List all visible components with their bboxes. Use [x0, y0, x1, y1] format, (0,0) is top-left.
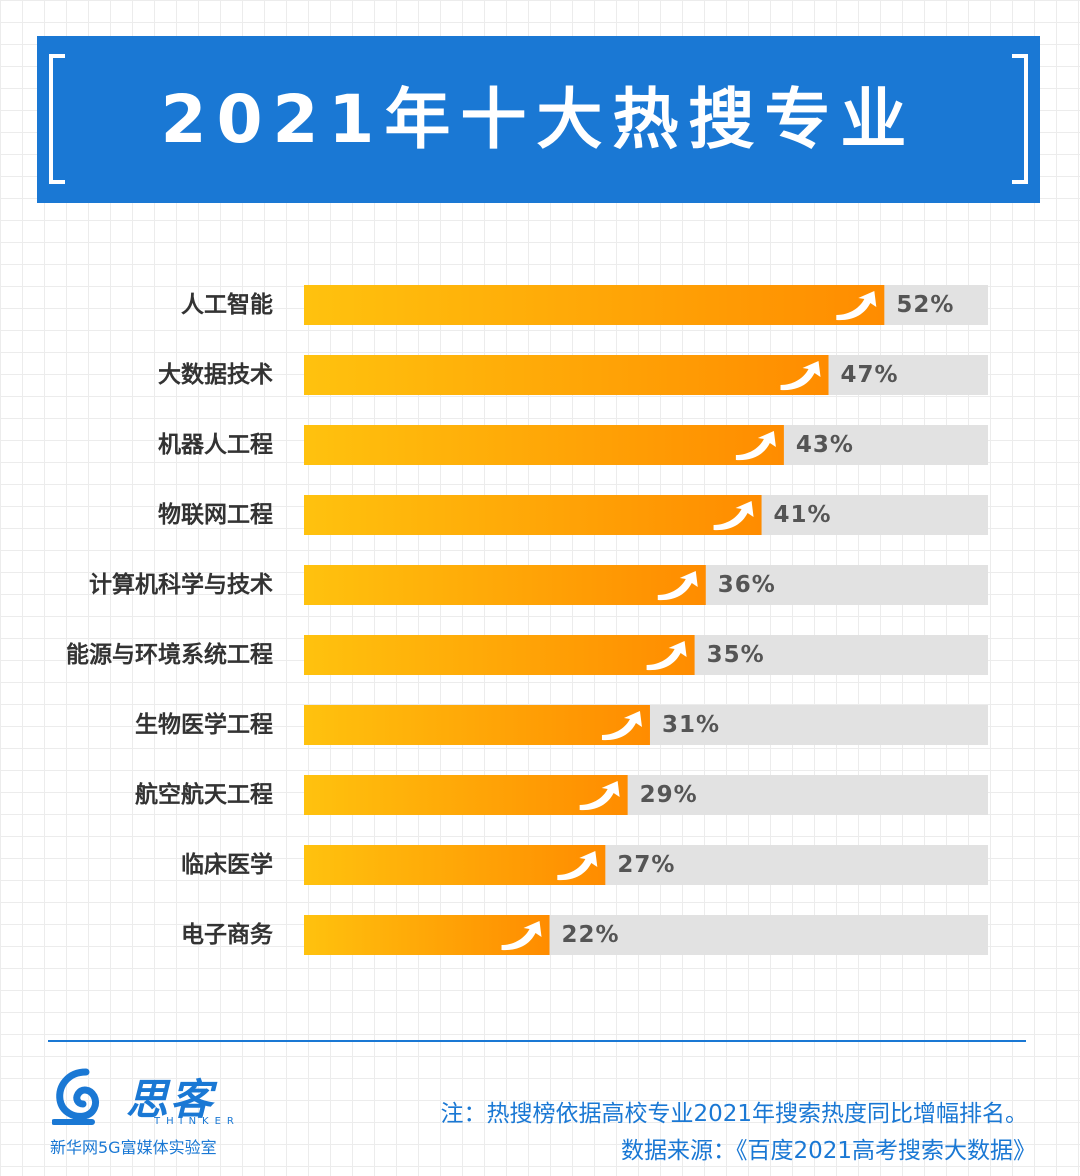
thinker-swirl-icon: [52, 1068, 100, 1125]
value-label: 29%: [640, 782, 698, 808]
left-bracket-icon: [49, 54, 65, 184]
value-label: 52%: [896, 292, 954, 318]
category-label: 生物医学工程: [135, 711, 273, 738]
bar: [304, 495, 762, 535]
trend-up-arrow-icon: [646, 641, 687, 671]
bar: [304, 775, 628, 815]
category-label: 航空航天工程: [135, 781, 273, 808]
logo-english-name: THINKER: [154, 1116, 240, 1127]
category-label: 能源与环境系统工程: [66, 641, 273, 668]
title-banner: 2021年十大热搜专业: [37, 36, 1040, 203]
bar-chart: 人工智能 52% 大数据技术 47% 机器人工程 43% 物联网工程 41% 计算机科学与技术 3…: [66, 285, 988, 955]
value-label: 41%: [774, 502, 832, 528]
ranking-note: 注：热搜榜依据高校专业2021年搜索热度同比增幅排名。: [440, 1101, 1028, 1127]
bar: [304, 355, 829, 395]
trend-up-arrow-icon: [501, 921, 542, 951]
category-label: 机器人工程: [158, 432, 273, 458]
thinker-logo: 思客 THINKER 新华网5G富媒体实验室: [48, 1064, 238, 1160]
bar: [304, 705, 650, 745]
category-label: 人工智能: [181, 291, 273, 318]
data-source: 数据来源：《百度2021高考搜索大数据》: [620, 1138, 1036, 1164]
trend-up-arrow-icon: [657, 571, 698, 601]
value-label: 27%: [617, 852, 675, 878]
logo-name: 思客: [126, 1075, 215, 1124]
value-label: 31%: [662, 712, 720, 738]
value-label: 35%: [707, 642, 765, 668]
footer-divider: [48, 1040, 1026, 1042]
trend-up-arrow-icon: [713, 501, 754, 531]
bar: [304, 285, 885, 325]
trend-up-arrow-icon: [836, 291, 877, 321]
bar: [304, 565, 706, 605]
bar: [304, 845, 606, 885]
right-bracket-icon: [1012, 54, 1028, 184]
trend-up-arrow-icon: [601, 711, 642, 741]
trend-up-arrow-icon: [735, 431, 776, 461]
category-label: 计算机科学与技术: [89, 571, 273, 598]
value-label: 43%: [796, 432, 854, 458]
page-title: 2021年十大热搜专业: [160, 81, 917, 158]
trend-up-arrow-icon: [579, 781, 620, 811]
bar: [304, 635, 695, 675]
category-label: 大数据技术: [158, 362, 273, 388]
bar: [304, 425, 784, 465]
trend-up-arrow-icon: [780, 361, 821, 391]
value-label: 36%: [718, 572, 776, 598]
logo-subtitle: 新华网5G富媒体实验室: [50, 1138, 217, 1157]
category-label: 电子商务: [181, 921, 274, 948]
category-label: 临床医学: [181, 851, 273, 878]
category-label: 物联网工程: [158, 501, 273, 528]
value-label: 22%: [562, 922, 620, 948]
trend-up-arrow-icon: [557, 851, 598, 881]
value-label: 47%: [841, 362, 899, 388]
